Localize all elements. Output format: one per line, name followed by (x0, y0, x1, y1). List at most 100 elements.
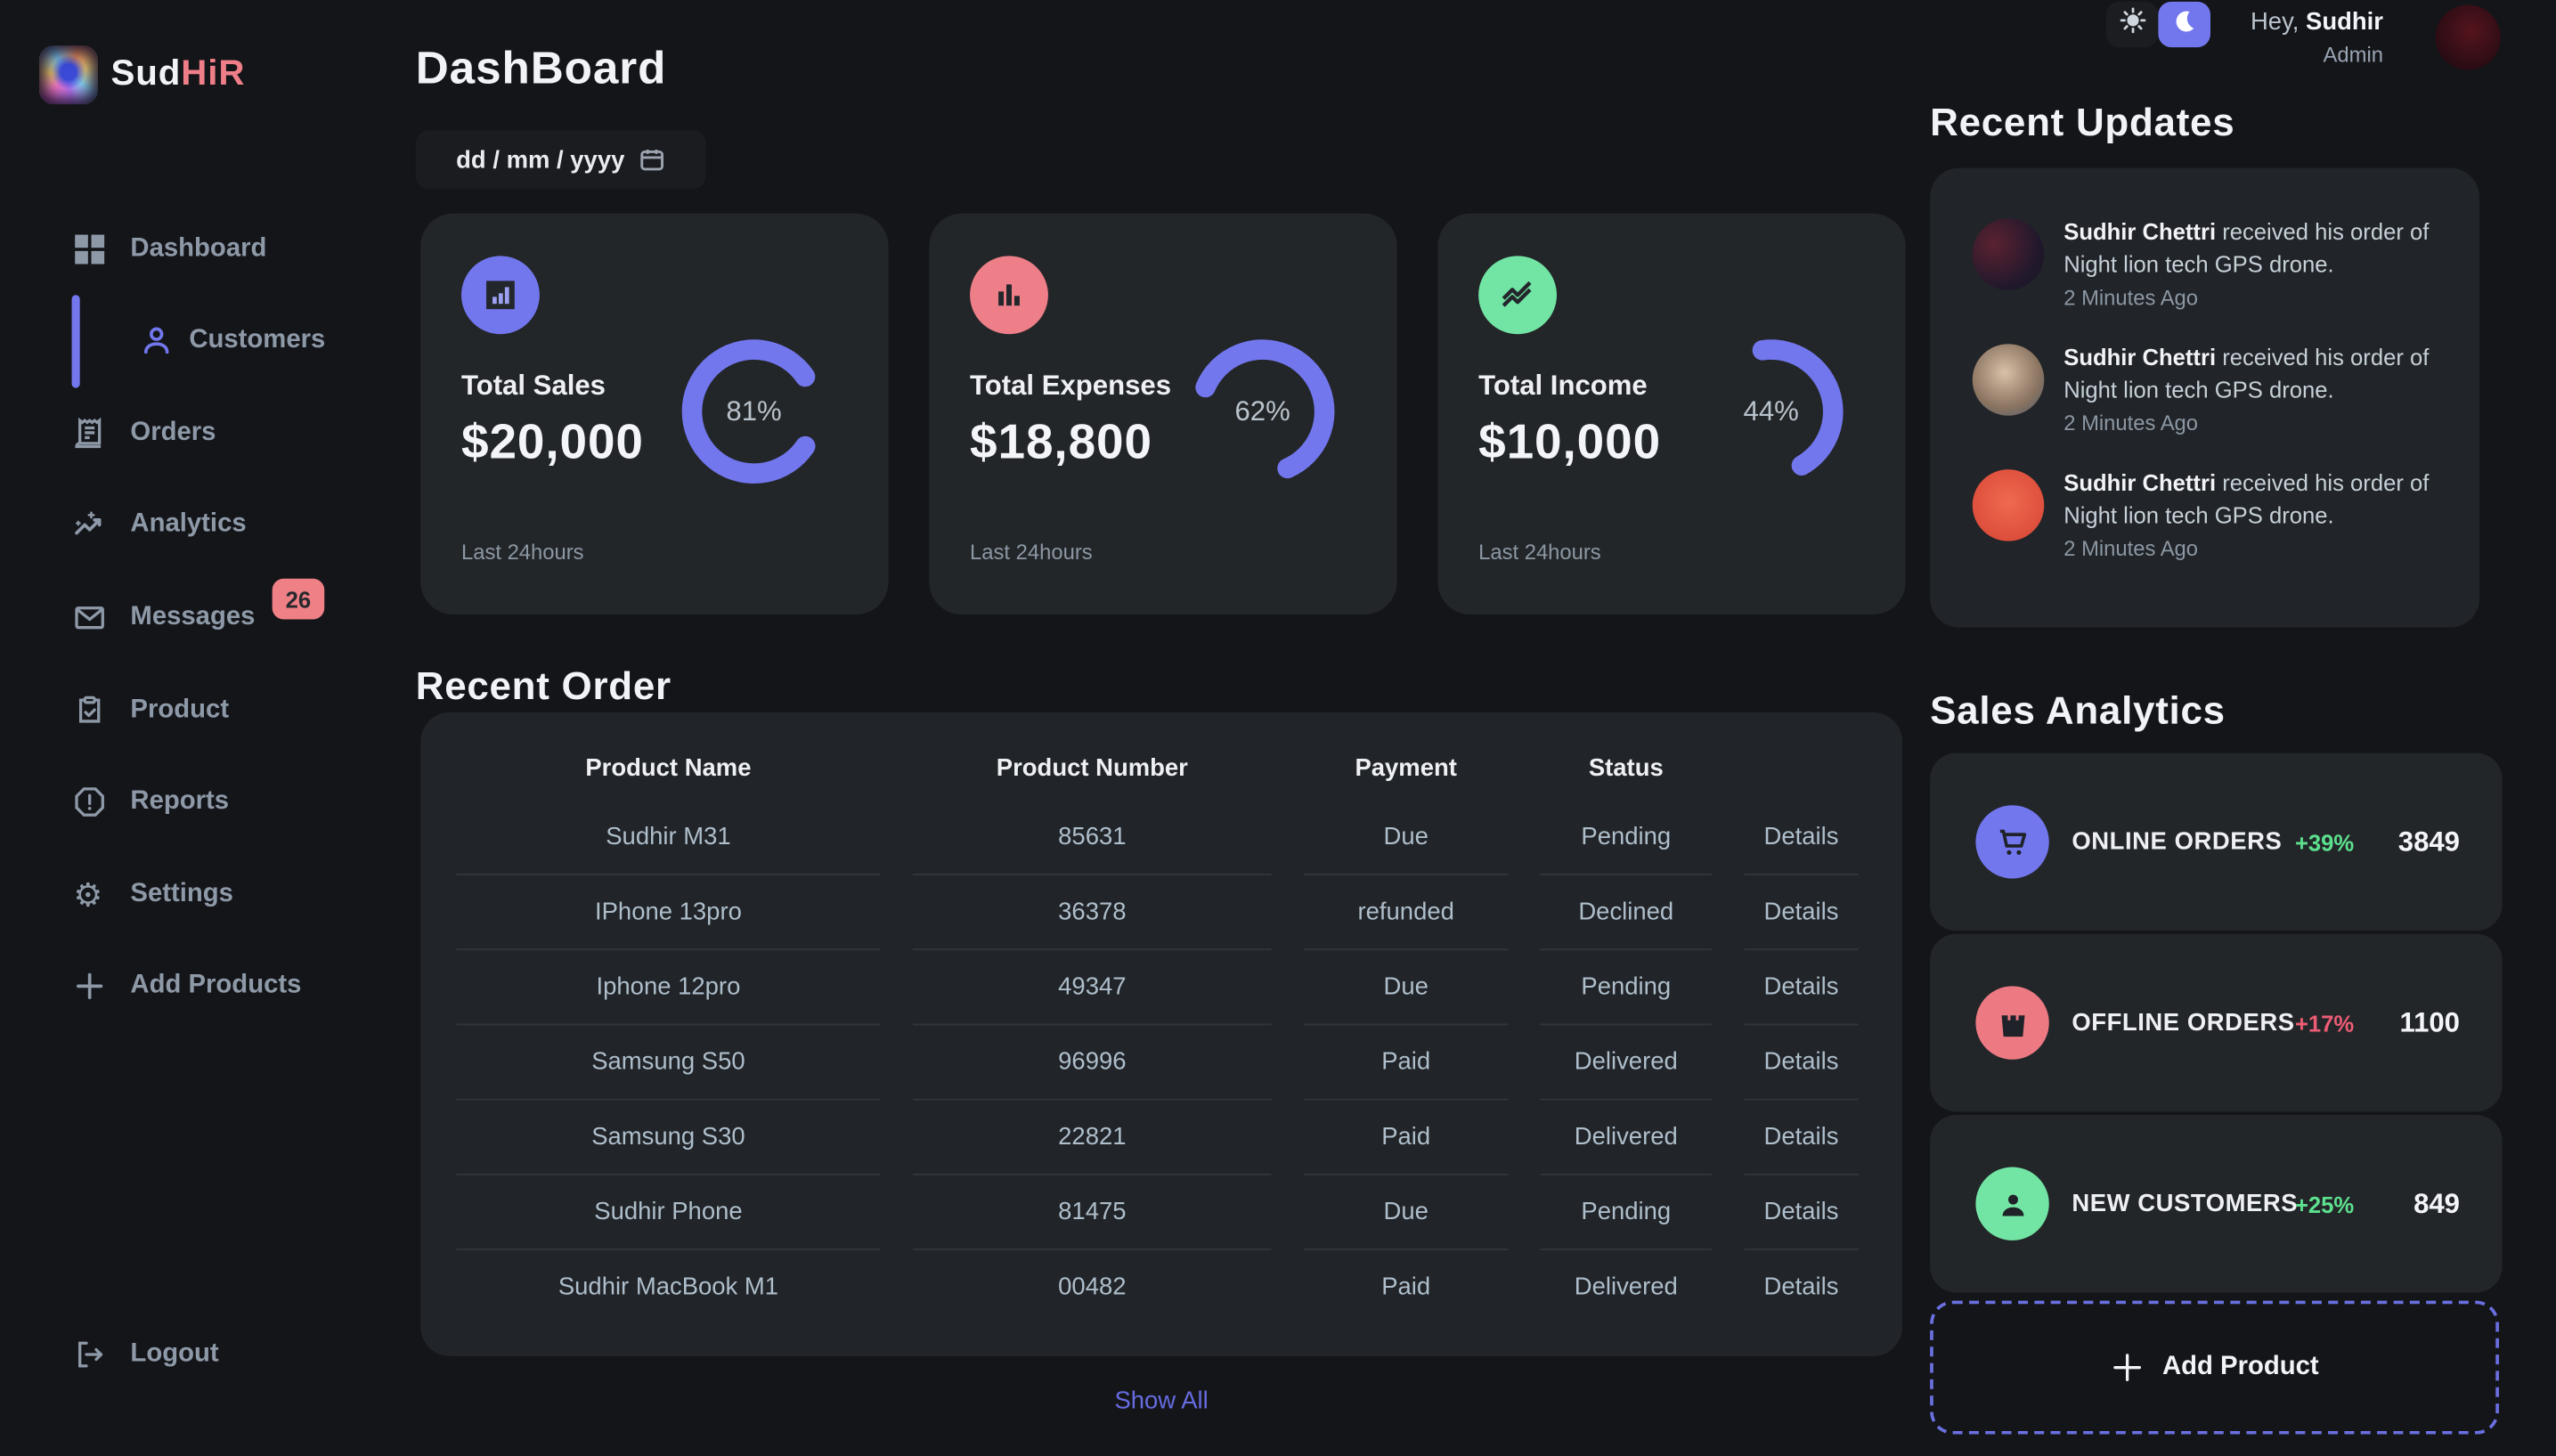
progress-ring (1698, 339, 1844, 484)
total-expenses-card: Total Expenses $18,800 Last 24hours 62% (929, 213, 1397, 615)
metric-change: +17% (2294, 1009, 2355, 1037)
sidebar-item-analytics[interactable]: Analytics (0, 495, 367, 554)
order-details-link[interactable]: Details (1744, 875, 1859, 951)
order-payment: Paid (1381, 1273, 1431, 1301)
user-greeting: Hey, Sudhir (2168, 8, 2383, 36)
sidebar-item-label: Orders (130, 419, 216, 447)
sidebar-item-reports[interactable]: Reports (0, 773, 367, 832)
order-product-number: 36378 (912, 875, 1272, 951)
update-time: 2 Minutes Ago (2064, 285, 2199, 310)
alert-octagon-icon (73, 785, 106, 818)
sidebar-item-label: Dashboard (130, 234, 267, 263)
progress-ring (681, 339, 826, 484)
order-status: Pending (1540, 950, 1712, 1026)
mail-icon (73, 601, 106, 634)
sidebar-item-label: Product (130, 695, 230, 724)
clipboard-check-icon (73, 695, 106, 728)
order-details-link[interactable]: Details (1744, 1100, 1859, 1175)
order-payment: Paid (1304, 1100, 1509, 1175)
logout-label: Logout (130, 1339, 219, 1368)
order-product-number: 49347 (912, 950, 1272, 1026)
update-text: Sudhir Chettri received his order of Nig… (2064, 466, 2448, 531)
order-status: Declined (1540, 875, 1712, 951)
order-product-name: Samsung S50 (456, 1025, 881, 1101)
date-input[interactable]: dd / mm / yyyy (415, 130, 706, 190)
plus-icon (2110, 1351, 2143, 1384)
gear-icon: ⚙ (73, 874, 103, 915)
order-product-name: Sudhir M31 (456, 801, 881, 875)
cart-icon (1975, 805, 2049, 879)
greeting-name: Sudhir (2306, 8, 2383, 37)
order-details-link[interactable]: Details (1744, 1175, 1859, 1250)
logout-icon (73, 1338, 106, 1371)
sidebar-item-customers[interactable]: Customers (0, 312, 367, 370)
recent-order-heading: Recent Order (415, 664, 672, 710)
calendar-icon (639, 147, 665, 173)
show-all-link[interactable]: Show All (1114, 1387, 1209, 1415)
update-message: received his order of Night lion tech GP… (2064, 218, 2430, 278)
order-details-link[interactable]: Details (1744, 1025, 1859, 1101)
person-icon (140, 324, 173, 357)
total-income-card: Total Income $10,000 Last 24hours 44% (1437, 213, 1906, 615)
bar-chart-square-icon (460, 256, 540, 335)
order-product-number: 22821 (912, 1100, 1272, 1175)
sun-icon (2119, 6, 2146, 42)
sidebar-item-label: Reports (130, 787, 230, 816)
stat-value: $20,000 (460, 415, 644, 470)
metric-change: +25% (2294, 1191, 2355, 1217)
sidebar-item-label: Add Products (130, 971, 302, 1000)
order-details-link[interactable]: Details (1763, 1273, 1839, 1301)
update-avatar (1972, 218, 2045, 290)
sidebar-item-product[interactable]: Product (0, 681, 367, 740)
update-avatar (1972, 469, 2045, 541)
recent-updates-heading: Recent Updates (1930, 101, 2235, 145)
order-status: Pending (1540, 1175, 1712, 1250)
user-role: Admin (2323, 42, 2383, 68)
column-header (1744, 735, 1858, 800)
metric-label: ONLINE ORDERS (2072, 827, 2283, 856)
sidebar-item-settings[interactable]: ⚙ Settings (0, 866, 367, 924)
sidebar-item-label: Analytics (130, 509, 247, 539)
order-details-link[interactable]: Details (1744, 801, 1859, 875)
dark-mode-button[interactable] (2158, 1, 2210, 48)
update-avatar (1972, 344, 2045, 416)
add-product-label: Add Product (2161, 1353, 2319, 1381)
stat-title: Total Income (1478, 370, 1648, 402)
order-status: Delivered (1574, 1273, 1678, 1301)
online-orders-card: ONLINE ORDERS +39% 3849 (1930, 752, 2503, 931)
logout-button[interactable]: Logout (0, 1325, 367, 1384)
brand-name: SudHiR (110, 53, 245, 95)
stat-period: Last 24hours (970, 539, 1093, 565)
sidebar-item-orders[interactable]: Orders (0, 404, 367, 463)
column-header: Status (1588, 753, 1664, 782)
new-customers-card: NEW CUSTOMERS +25% 849 (1930, 1114, 2503, 1293)
light-mode-button[interactable] (2105, 1, 2159, 48)
order-details-link[interactable]: Details (1744, 950, 1859, 1026)
order-status: Pending (1540, 801, 1712, 875)
sidebar-item-dashboard[interactable]: Dashboard (0, 220, 367, 279)
update-user-name: Sudhir Chettri (2064, 344, 2217, 370)
column-header: Payment (1355, 753, 1457, 782)
order-product-number: 85631 (912, 801, 1272, 875)
greeting-prefix: Hey, (2250, 8, 2307, 37)
order-payment: Paid (1304, 1025, 1509, 1101)
sidebar-item-add-products[interactable]: Add Products (0, 956, 367, 1015)
progress-ring (1190, 339, 1335, 484)
stat-title: Total Sales (460, 370, 606, 402)
update-user-name: Sudhir Chettri (2064, 469, 2217, 496)
add-product-button[interactable]: Add Product (1930, 1300, 2499, 1435)
shopping-bag-icon (1975, 986, 2049, 1060)
metric-label: NEW CUSTOMERS (2072, 1190, 2299, 1218)
order-status: Delivered (1540, 1025, 1712, 1101)
stat-value: $10,000 (1478, 415, 1662, 470)
sidebar-item-messages[interactable]: Messages 26 (0, 578, 367, 647)
user-avatar[interactable] (2435, 4, 2501, 70)
update-message: received his order of Night lion tech GP… (2064, 469, 2430, 529)
stat-period: Last 24hours (1478, 539, 1601, 565)
update-time: 2 Minutes Ago (2064, 411, 2199, 435)
order-product-name: Samsung S30 (456, 1100, 881, 1175)
order-product-number: 96996 (912, 1025, 1272, 1101)
grid-icon (73, 233, 106, 266)
brand-name-primary: Sud (110, 52, 182, 94)
